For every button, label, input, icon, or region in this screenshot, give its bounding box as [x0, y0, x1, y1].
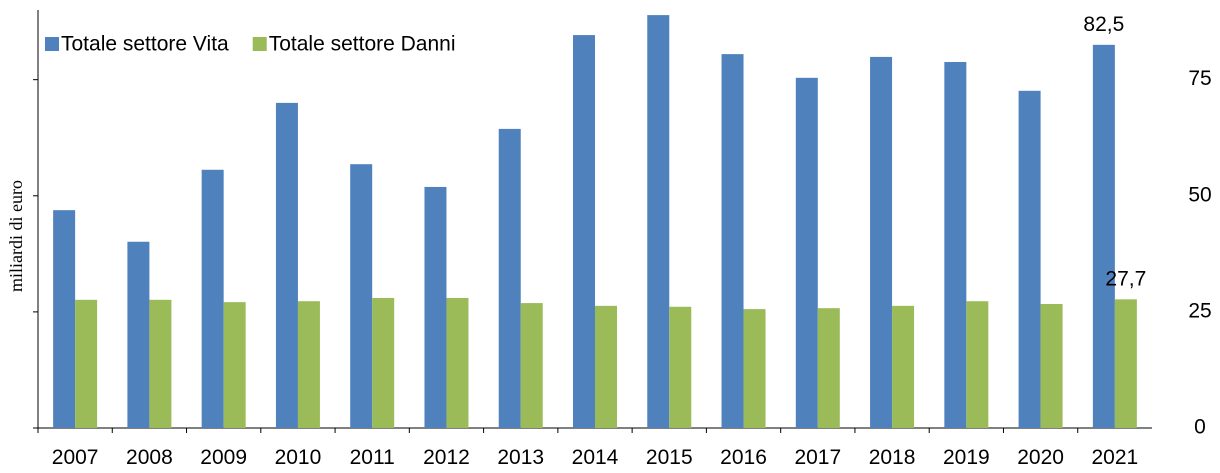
bar	[573, 35, 595, 428]
x-tick-label: 2018	[869, 446, 916, 468]
bar	[1114, 299, 1137, 428]
x-tick-label: 2012	[423, 446, 470, 468]
legend-swatch	[45, 37, 59, 51]
x-tick-label: 2021	[1092, 446, 1139, 468]
bar	[647, 15, 670, 429]
bar	[297, 301, 320, 428]
bar	[424, 186, 447, 428]
bar	[721, 54, 744, 428]
legend-label: Totale settore Vita	[61, 33, 229, 56]
bar	[595, 305, 617, 428]
x-tick-label: 2017	[794, 446, 841, 468]
bar	[1018, 90, 1041, 429]
y-tick-label: 50	[1188, 183, 1211, 206]
bar	[669, 306, 692, 428]
bar	[817, 308, 840, 428]
bar	[1040, 303, 1063, 428]
x-tick-label: 2011	[350, 446, 395, 468]
bar	[350, 164, 373, 428]
bar	[201, 169, 224, 428]
y-tick-label: 0	[1194, 416, 1206, 439]
y-axis-label: miliardi di euro	[6, 180, 26, 292]
bar	[275, 102, 298, 428]
bar	[75, 299, 98, 428]
bar	[743, 309, 766, 428]
legend-swatch	[252, 37, 267, 51]
y-tick-label: 25	[1188, 299, 1211, 322]
x-tick-label: 2013	[497, 446, 544, 468]
x-tick-label: 2020	[1017, 446, 1064, 468]
bar	[966, 301, 989, 428]
bar	[223, 302, 246, 428]
x-tick-label: 2008	[126, 446, 173, 468]
x-tick-label: 2009	[200, 446, 247, 468]
bar	[520, 303, 543, 428]
bar	[149, 299, 172, 428]
bar	[446, 297, 469, 428]
bar	[127, 241, 150, 428]
x-tick-label: 2010	[275, 446, 322, 468]
bar	[372, 297, 395, 428]
bar	[498, 128, 521, 429]
data-label: 82,5	[1083, 13, 1124, 36]
bar	[53, 210, 76, 428]
x-tick-label: 2019	[943, 446, 990, 468]
bar	[870, 56, 893, 429]
bar	[944, 62, 967, 429]
y-tick-label: 75	[1188, 67, 1211, 90]
bar	[795, 77, 818, 428]
bar	[1092, 44, 1115, 428]
x-tick-label: 2014	[572, 446, 619, 468]
bar	[892, 305, 915, 428]
x-tick-label: 2016	[720, 446, 767, 468]
data-label: 27,7	[1105, 267, 1146, 290]
legend-label: Totale settore Danni	[269, 33, 456, 56]
x-tick-label: 2007	[52, 446, 99, 468]
x-tick-label: 2015	[646, 446, 693, 468]
